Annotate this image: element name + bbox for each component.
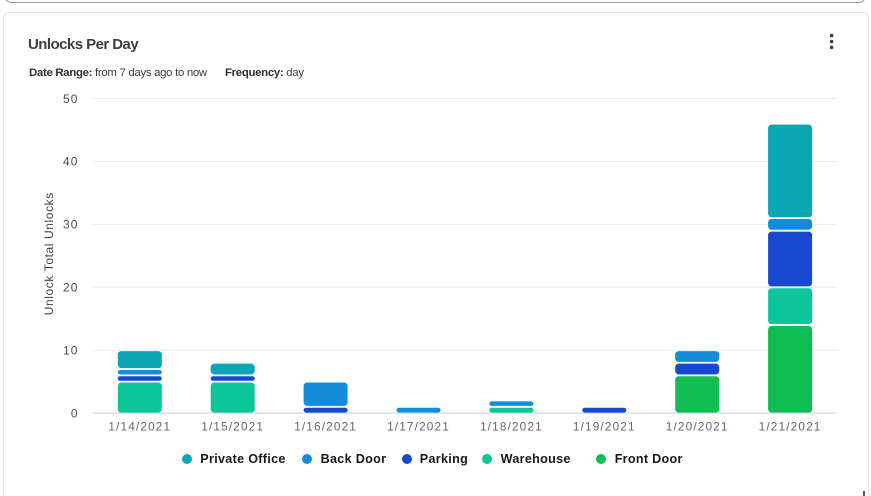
svg-text:1/19/2021: 1/19/2021: [573, 419, 636, 433]
svg-text:10: 10: [63, 343, 79, 357]
svg-text:30: 30: [63, 218, 79, 232]
svg-text:20: 20: [63, 281, 79, 295]
svg-text:1/15/2021: 1/15/2021: [201, 419, 264, 433]
svg-text:40: 40: [63, 155, 79, 169]
svg-text:Unlock Total Unlocks: Unlock Total Unlocks: [42, 192, 56, 315]
svg-text:1/21/2021: 1/21/2021: [759, 419, 822, 433]
svg-text:0: 0: [71, 406, 79, 420]
svg-text:1/20/2021: 1/20/2021: [666, 419, 729, 433]
svg-text:1/17/2021: 1/17/2021: [387, 419, 450, 433]
svg-text:1/18/2021: 1/18/2021: [480, 419, 543, 433]
svg-text:50: 50: [63, 92, 79, 106]
svg-text:1/16/2021: 1/16/2021: [294, 419, 357, 433]
svg-text:1/14/2021: 1/14/2021: [108, 419, 171, 433]
